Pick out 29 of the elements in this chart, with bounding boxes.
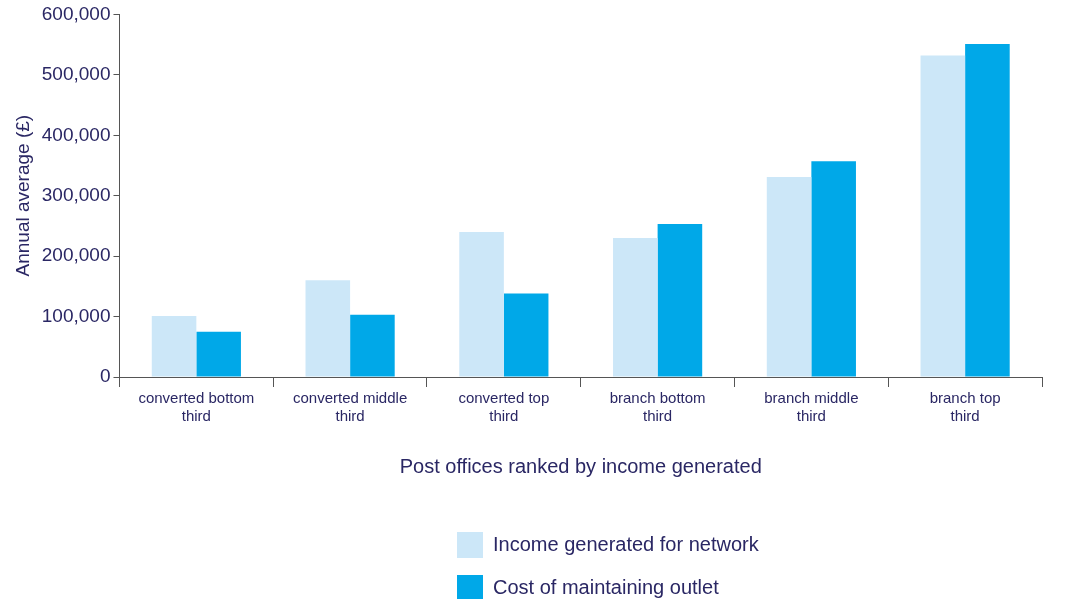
x-tick-label: branch bottom third (609, 389, 706, 425)
x-tick-label: converted bottom third (138, 389, 255, 425)
legend-label: Cost of maintaining outlet (493, 575, 720, 598)
bar (305, 280, 351, 377)
legend-label: Income generated for network (493, 532, 760, 555)
y-tick-label: 0 (99, 365, 111, 387)
y-tick-label: 300,000 (41, 183, 111, 205)
x-axis-title: Post offices ranked by income generated (399, 454, 762, 477)
bar (920, 55, 966, 377)
bar (766, 176, 812, 377)
x-tick-label: converted middle third (292, 389, 408, 425)
bar (350, 314, 395, 377)
y-tick-label: 100,000 (41, 304, 111, 326)
bar (965, 44, 1010, 377)
bar (613, 238, 658, 377)
x-tick-label: converted top third (458, 389, 550, 425)
bar (811, 161, 856, 377)
bar (503, 293, 549, 377)
x-tick-label: branch middle third (764, 389, 859, 425)
bar (657, 224, 703, 377)
x-tick-label: branch top third (929, 389, 1001, 425)
y-tick-label: 200,000 (41, 244, 111, 266)
bar (196, 331, 241, 377)
y-tick-label: 400,000 (41, 123, 111, 145)
bar (151, 315, 197, 377)
y-tick-label: 600,000 (41, 2, 111, 24)
y-tick-label: 500,000 (41, 63, 111, 85)
y-axis-title: Annual average (£) (11, 114, 33, 277)
bar (459, 231, 504, 377)
